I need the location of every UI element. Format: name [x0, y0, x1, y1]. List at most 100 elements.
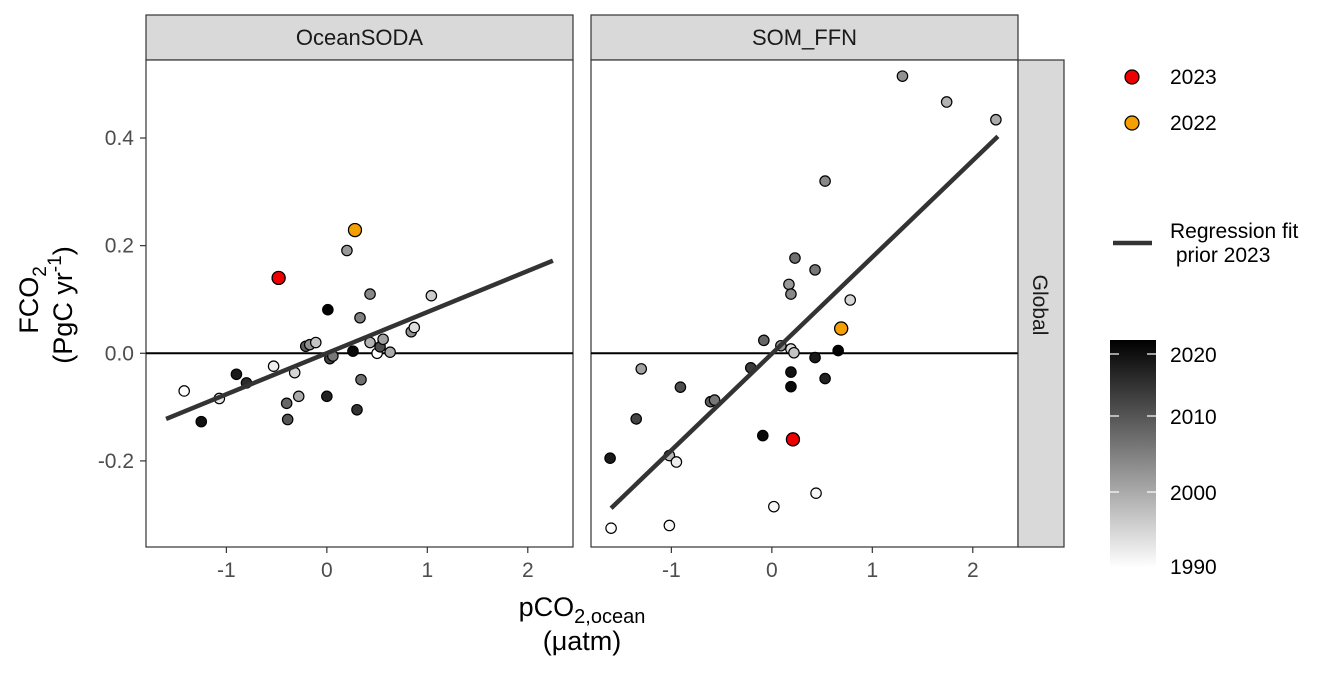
colorbar-tick-label: 2020	[1170, 344, 1217, 367]
panel-som-ffn-strip	[590, 14, 1019, 61]
y-axis-title-line2-sup: -1	[45, 255, 66, 272]
data-point	[347, 345, 359, 357]
data-point	[309, 336, 322, 349]
data-point	[351, 403, 363, 416]
colorbar-tick-label: 2000	[1170, 482, 1217, 505]
data-point	[768, 500, 780, 513]
legend-fit-line-label-1: Regression fit	[1170, 220, 1299, 243]
data-point	[670, 456, 683, 468]
data-point	[267, 360, 280, 372]
svg-text:FCO2: FCO2	[14, 266, 51, 334]
panel-som-ffn: SOM_FFN	[590, 14, 1019, 548]
data-point	[758, 334, 770, 347]
x-tick-label: 1	[421, 559, 433, 582]
x-tick-label: 0	[766, 559, 778, 582]
panel-som-ffn-marks	[591, 70, 1018, 534]
x-tick-label: 0	[321, 559, 333, 582]
x-axis-title-line2: (μatm)	[543, 626, 622, 656]
data-point	[785, 366, 797, 378]
legend-fit-line-label-2: prior 2023	[1170, 244, 1270, 267]
panel-oceansoda-strip	[145, 14, 574, 61]
data-point	[377, 333, 389, 346]
y-tick-label: 0.4	[105, 127, 135, 150]
regression-line	[165, 258, 554, 422]
data-point	[940, 96, 953, 108]
svg-text:(PgC yr-1): (PgC yr-1)	[45, 246, 78, 363]
x-tick-label: -1	[662, 559, 681, 582]
point-2023-top	[271, 270, 286, 286]
legend: 2023 2022 Regression fit prior 2023 2020…	[1110, 66, 1299, 579]
y-axis-title-line2b: )	[48, 246, 78, 255]
data-point	[178, 385, 190, 397]
data-point	[280, 397, 293, 410]
row-strip-label: Global	[1028, 275, 1051, 336]
data-point	[785, 380, 797, 393]
row-strip	[1017, 59, 1065, 548]
data-point	[708, 394, 721, 406]
data-point	[281, 413, 294, 426]
data-point	[663, 519, 676, 532]
data-point	[785, 288, 797, 300]
x-tick-label: 2	[967, 559, 979, 582]
panel-oceansoda-plot-area	[145, 59, 574, 548]
legend-2023-key	[1124, 69, 1140, 85]
data-point	[230, 368, 243, 381]
data-point	[674, 381, 687, 393]
y-tick-label: -0.2	[98, 450, 134, 473]
data-point	[322, 303, 334, 316]
regression-line	[609, 134, 1000, 510]
data-point	[844, 294, 857, 306]
data-point	[832, 344, 844, 357]
data-point	[809, 264, 821, 276]
point-2022-top	[347, 222, 363, 238]
data-point	[292, 390, 305, 403]
data-point	[783, 278, 795, 291]
y-tick-label: 0.0	[105, 342, 134, 365]
data-point	[364, 288, 376, 300]
data-point	[757, 429, 769, 442]
panel-oceansoda-title: OceanSODA	[296, 25, 423, 50]
point-2023-top	[785, 432, 801, 447]
data-point	[341, 244, 353, 257]
data-point	[810, 487, 822, 499]
colorbar-ticks: 2020 2010 2000 1990	[1110, 344, 1217, 579]
y-tick-label: 0.2	[105, 235, 134, 258]
panel-som-ffn-plot-area	[590, 59, 1019, 548]
panel-som-ffn-title: SOM_FFN	[752, 25, 857, 50]
data-point	[425, 289, 438, 302]
data-point	[789, 252, 801, 264]
y-axis: -0.2 0.0 0.2 0.4	[98, 127, 146, 473]
data-point	[355, 373, 367, 386]
data-point	[819, 372, 831, 385]
legend-2022-key	[1124, 115, 1140, 131]
x-axis-title: pCO2,ocean (μatm)	[519, 592, 646, 656]
legend-2022-label: 2022	[1170, 112, 1217, 135]
data-point	[630, 413, 643, 425]
data-point	[195, 415, 208, 428]
data-point	[321, 390, 333, 403]
data-point	[896, 70, 909, 82]
svg-text:pCO2,ocean: pCO2,ocean	[519, 592, 646, 628]
data-point	[604, 452, 616, 465]
panel-oceansoda-marks	[146, 222, 573, 428]
point-2022-top	[834, 321, 849, 336]
data-point	[605, 522, 617, 534]
panel-oceansoda: OceanSODA	[145, 14, 574, 548]
legend-2023-label: 2023	[1170, 66, 1217, 89]
y-axis-title: FCO2 (PgC yr-1)	[14, 246, 78, 363]
data-point	[635, 363, 648, 375]
x-tick-label: 2	[522, 559, 534, 582]
x-axis-title-line1-sub: 2,ocean	[574, 606, 645, 628]
data-point	[819, 175, 831, 187]
data-point	[384, 346, 396, 358]
y-axis-title-line1-sub: 2	[30, 266, 51, 277]
data-point	[354, 311, 366, 324]
x-axis-title-line1: pCO	[519, 592, 575, 622]
colorbar-tick-label: 2010	[1170, 406, 1217, 429]
y-axis-title-line2a: (PgC yr	[48, 272, 78, 364]
data-point	[788, 346, 800, 359]
data-point	[809, 351, 821, 364]
x-tick-label: 1	[866, 559, 878, 582]
colorbar	[1110, 340, 1156, 568]
